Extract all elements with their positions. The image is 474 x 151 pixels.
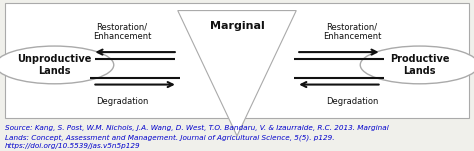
Text: Lands: Concept, Assessment and Management. Journal of Agricultural Science, 5(5): Lands: Concept, Assessment and Managemen… [5, 134, 334, 141]
Text: Degradation: Degradation [96, 97, 148, 106]
Text: https://doi.org/10.5539/jas.v5n5p129: https://doi.org/10.5539/jas.v5n5p129 [5, 143, 140, 149]
FancyBboxPatch shape [5, 3, 469, 118]
Circle shape [0, 46, 114, 84]
Text: Restoration/
Enhancement: Restoration/ Enhancement [92, 22, 151, 41]
Text: Degradation: Degradation [326, 97, 378, 106]
Circle shape [360, 46, 474, 84]
Text: Productive
Lands: Productive Lands [390, 54, 449, 76]
Text: Restoration/
Enhancement: Restoration/ Enhancement [323, 22, 382, 41]
Text: Unproductive
Lands: Unproductive Lands [18, 54, 91, 76]
Polygon shape [178, 11, 296, 136]
Text: Marginal: Marginal [210, 21, 264, 31]
Text: Source: Kang, S. Post, W.M. Nichols, J.A. Wang, D. West, T.O. Bandaru, V. & Izau: Source: Kang, S. Post, W.M. Nichols, J.A… [5, 125, 389, 131]
